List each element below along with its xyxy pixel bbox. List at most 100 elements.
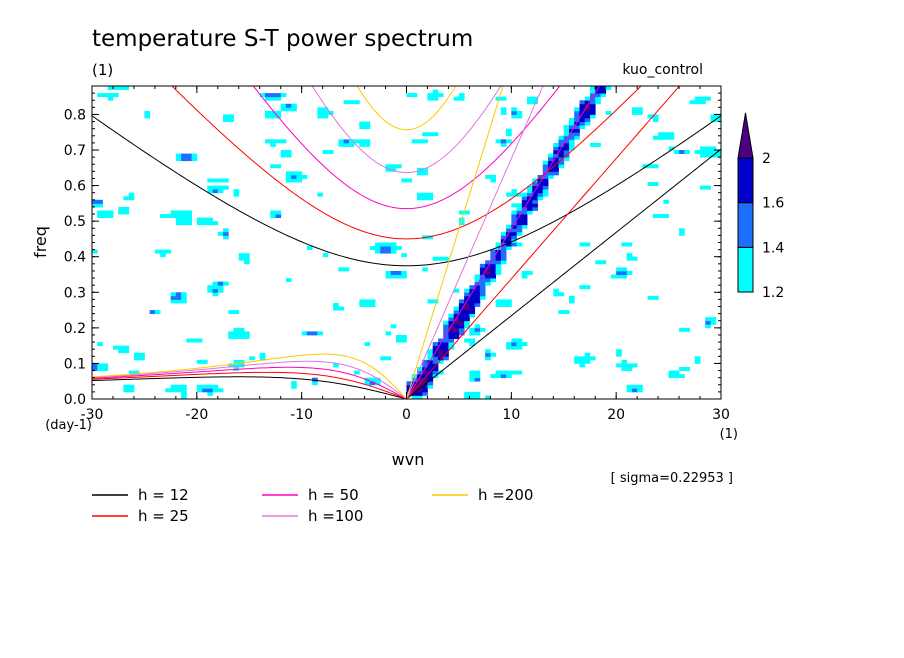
contour-cell <box>432 132 439 137</box>
contour-cell <box>631 384 638 389</box>
contour-cell <box>668 370 675 375</box>
contour-cell <box>500 374 507 379</box>
contour-cell <box>306 246 313 251</box>
contour-cell <box>422 359 428 364</box>
contour-cell <box>516 110 523 115</box>
contour-cell <box>521 192 528 197</box>
contour-cell <box>175 153 182 158</box>
contour-cell <box>264 93 271 98</box>
contour-cell <box>453 310 460 315</box>
contour-cell <box>589 96 596 101</box>
contour-cell <box>354 100 360 105</box>
contour-cell <box>432 342 439 347</box>
contour-cell <box>112 345 119 350</box>
contour-cell <box>464 292 470 297</box>
contour-cell <box>448 327 455 332</box>
contour-cell <box>485 395 491 400</box>
contour-cell <box>679 327 685 332</box>
x-tick-label: 20 <box>607 407 625 423</box>
legend-label: h =200 <box>478 486 533 504</box>
contour-cell <box>469 370 476 375</box>
contour-cell <box>448 334 455 339</box>
contour-cell <box>123 384 130 389</box>
contour-cell <box>107 214 114 219</box>
contour-cell <box>485 270 491 275</box>
contour-cell <box>679 366 685 371</box>
contour-cell <box>380 249 386 254</box>
contour-cell <box>500 107 507 112</box>
contour-cell <box>589 114 596 119</box>
contour-cell <box>285 150 292 154</box>
contour-cell <box>563 146 570 151</box>
contour-cell <box>348 142 355 147</box>
contour-cell <box>542 167 549 172</box>
contour-cell <box>626 256 633 261</box>
contour-cell <box>453 313 460 318</box>
contour-cell <box>212 285 219 290</box>
contour-cell <box>715 150 722 154</box>
contour-cell <box>285 171 292 176</box>
contour-cell <box>453 306 460 311</box>
contour-cell <box>375 377 381 382</box>
contour-cell <box>521 221 528 226</box>
contour-cell <box>464 324 470 329</box>
contour-cell <box>160 249 166 254</box>
contour-cell <box>291 384 297 389</box>
contour-cell <box>249 356 255 361</box>
contour-cell <box>458 302 465 307</box>
contour-cell <box>244 256 250 261</box>
contour-cell <box>621 242 628 247</box>
contour-cell <box>469 391 476 396</box>
contour-cell <box>500 246 507 251</box>
contour-cell <box>595 100 601 105</box>
contour-cell <box>406 381 413 386</box>
contour-cell <box>584 96 591 101</box>
contour-cell <box>380 246 386 251</box>
contour-cell <box>663 135 669 140</box>
contour-cell <box>479 263 486 268</box>
contour-cell <box>196 221 203 226</box>
contour-cell <box>516 224 523 229</box>
contour-cell <box>385 356 392 361</box>
contour-cell <box>574 125 580 130</box>
contour-cell <box>542 174 549 179</box>
contour-cell <box>416 377 423 382</box>
legend-label: h =100 <box>308 507 363 525</box>
contour-cell <box>652 214 659 219</box>
contour-cell <box>97 363 103 368</box>
contour-cell <box>500 249 507 254</box>
contour-cell <box>579 121 586 126</box>
contour-cell <box>458 327 465 332</box>
contour-cell <box>479 292 486 297</box>
contour-cell <box>705 320 711 325</box>
contour-cell <box>553 150 559 154</box>
contour-cell <box>396 246 402 251</box>
contour-cell <box>495 96 502 101</box>
contour-cell <box>223 235 229 240</box>
contour-cell <box>694 359 701 364</box>
contour-cell <box>217 285 224 290</box>
contour-cell <box>464 306 470 311</box>
contour-cell <box>453 327 460 332</box>
contour-cell <box>401 338 407 343</box>
contour-cell <box>521 270 528 275</box>
contour-cell <box>322 107 329 112</box>
contour-cell <box>631 388 638 393</box>
contour-cell <box>154 310 161 315</box>
contour-cell <box>432 89 439 94</box>
contour-cell <box>385 249 392 254</box>
contour-cell <box>511 192 517 197</box>
contour-cell <box>553 164 559 169</box>
contour-cell <box>511 342 517 347</box>
contour-cell <box>359 125 365 130</box>
contour-cell <box>495 260 502 265</box>
contour-cell <box>527 210 533 215</box>
contour-cell <box>616 349 622 354</box>
y-tick-label: 0.6 <box>64 179 86 195</box>
contour-cell <box>385 246 392 251</box>
contour-cell <box>181 210 187 215</box>
contour-cell <box>259 356 266 361</box>
contour-cell <box>217 388 224 393</box>
contour-cell <box>296 174 303 179</box>
contour-cell <box>191 338 198 343</box>
